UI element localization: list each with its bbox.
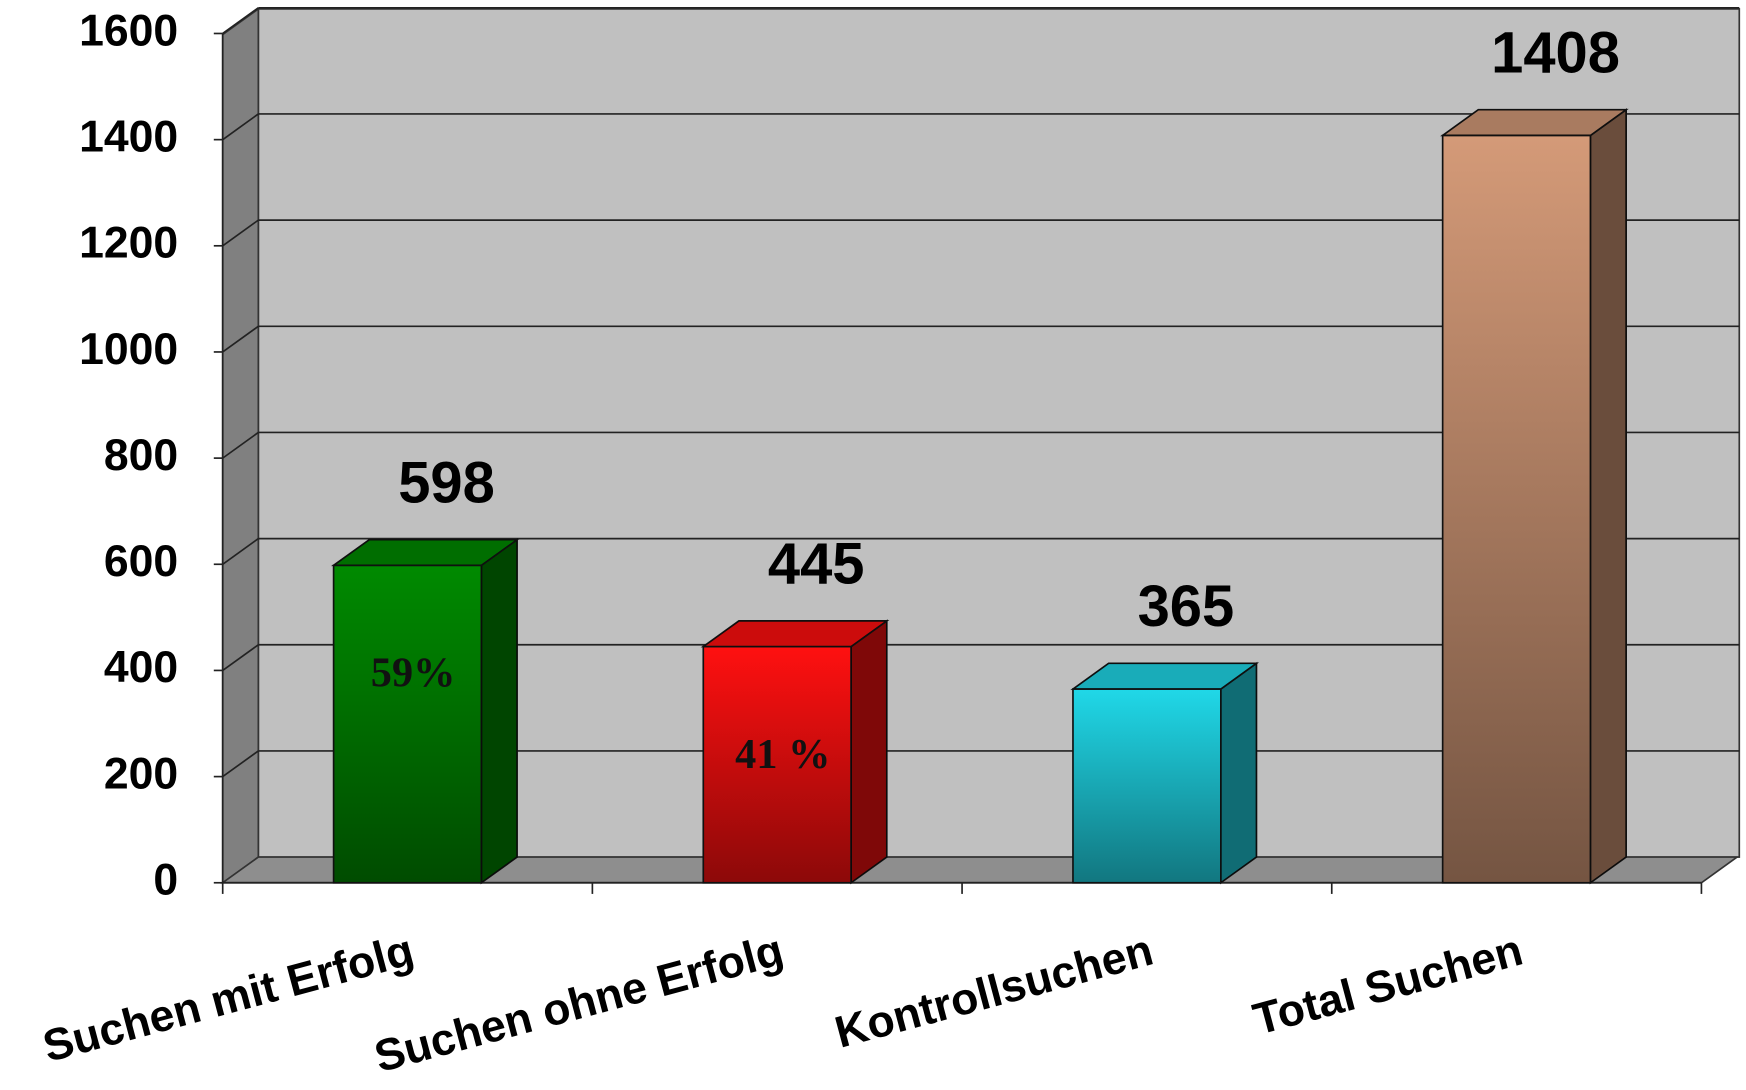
y-tick-label: 200: [104, 749, 178, 798]
value-label: 445: [768, 533, 865, 597]
bar-top-shade: [1072, 663, 1257, 690]
x-tick-label: Total Suchen: [1248, 926, 1528, 1045]
x-tick-label: Kontrollsuchen: [830, 926, 1158, 1058]
value-label: 365: [1138, 575, 1235, 639]
grid-line: [222, 750, 259, 778]
bar-side-shade: [851, 620, 887, 883]
x-tick-label: Suchen mit Erfolg: [38, 926, 419, 1072]
grid-line: [222, 431, 259, 459]
y-tick-label: 600: [104, 537, 178, 586]
bar-side-shade: [1590, 109, 1627, 883]
bar: [332, 564, 483, 884]
bar-side-shade: [481, 539, 518, 883]
x-tick-label: Suchen ohne Erfolg: [370, 926, 789, 1082]
bar-top-shade: [703, 620, 887, 647]
bar-annotation: 41 %: [735, 731, 830, 778]
grid-line: [222, 325, 259, 353]
grid-line: [222, 644, 259, 672]
y-tick-label: 1600: [79, 6, 178, 55]
bar: [1441, 134, 1592, 884]
bar: [1072, 688, 1222, 884]
bar-annotation: 59%: [371, 650, 456, 697]
grid-line: [222, 219, 259, 247]
grid-line: [222, 7, 259, 35]
plot: 0 200 400 600 800 1000 1200 1400 1600 598 Suchen m…: [38, 6, 1741, 1082]
y-tick-label: 1000: [79, 325, 178, 374]
bar-top: [700, 620, 890, 648]
y-tick-label: 0: [153, 856, 178, 905]
bar: [702, 645, 852, 884]
y-tick-label: 1200: [79, 219, 178, 268]
bar-top: [1070, 662, 1260, 690]
grid-line: [222, 113, 259, 141]
bar-top-shade: [1442, 109, 1627, 136]
value-label: 1408: [1491, 22, 1620, 86]
bar-side-shade: [1220, 663, 1257, 883]
y-tick-label: 1400: [79, 112, 178, 161]
grid-line: [222, 537, 259, 565]
bar-top: [1440, 108, 1629, 137]
y-tick-label: 800: [104, 431, 178, 480]
y-tick-label: 400: [104, 643, 178, 692]
value-label: 598: [398, 451, 495, 515]
bar-top: [331, 538, 520, 567]
bar-top-shade: [333, 539, 518, 566]
